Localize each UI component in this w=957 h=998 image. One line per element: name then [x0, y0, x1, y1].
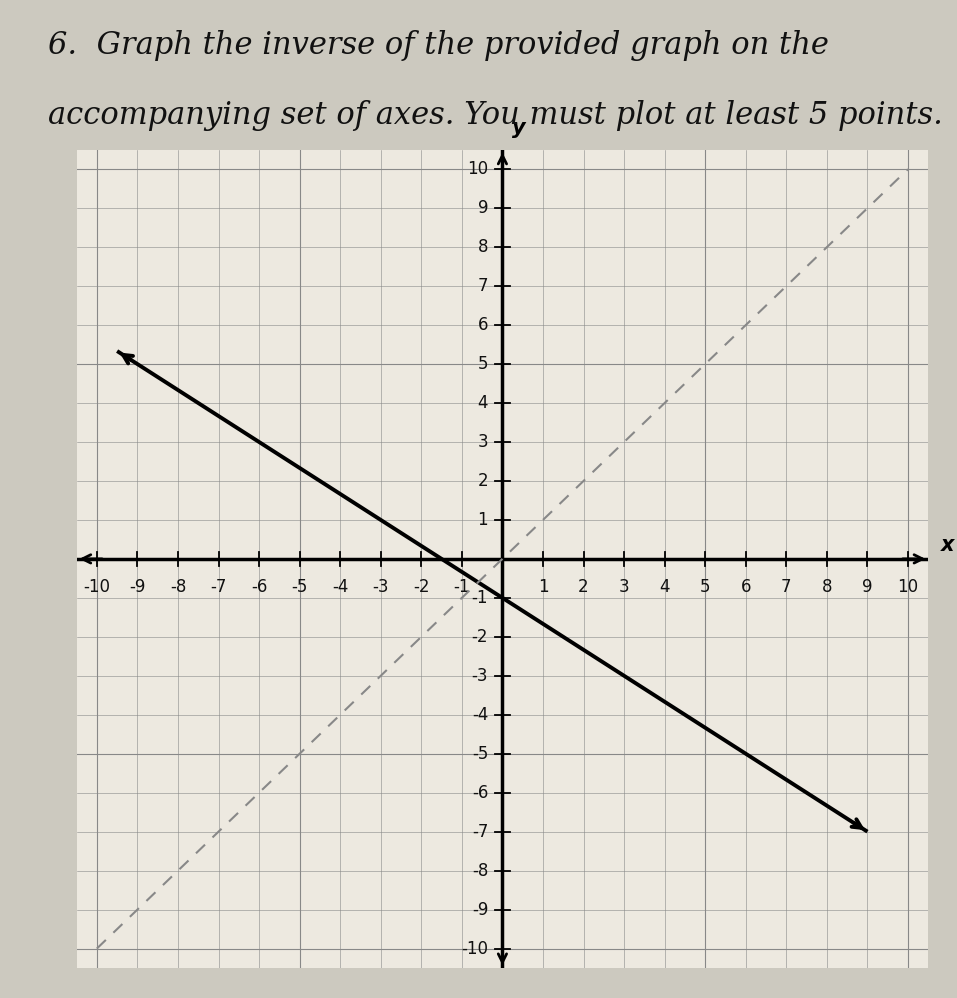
Text: -10: -10 — [461, 939, 488, 957]
Text: -9: -9 — [472, 900, 488, 918]
Text: -4: -4 — [472, 706, 488, 724]
Text: -4: -4 — [332, 579, 348, 597]
Text: 2: 2 — [578, 579, 589, 597]
Text: -3: -3 — [472, 667, 488, 685]
Text: 7: 7 — [478, 277, 488, 295]
Text: -2: -2 — [413, 579, 430, 597]
Text: 6: 6 — [478, 316, 488, 334]
Text: -6: -6 — [472, 783, 488, 801]
Text: 7: 7 — [781, 579, 791, 597]
Text: 4: 4 — [478, 394, 488, 412]
Text: 8: 8 — [478, 239, 488, 256]
Text: y: y — [512, 118, 525, 138]
Text: 4: 4 — [659, 579, 670, 597]
Text: 3: 3 — [478, 433, 488, 451]
Text: 8: 8 — [822, 579, 833, 597]
Text: 10: 10 — [467, 161, 488, 179]
Text: 5: 5 — [700, 579, 710, 597]
Text: -7: -7 — [211, 579, 227, 597]
Text: 6.  Graph the inverse of the provided graph on the: 6. Graph the inverse of the provided gra… — [48, 30, 829, 61]
Text: -3: -3 — [372, 579, 389, 597]
Text: -7: -7 — [472, 822, 488, 840]
Text: 1: 1 — [538, 579, 548, 597]
Text: -2: -2 — [472, 628, 488, 646]
Text: 3: 3 — [619, 579, 630, 597]
Text: -6: -6 — [251, 579, 267, 597]
Text: -10: -10 — [83, 579, 110, 597]
Text: x: x — [941, 535, 954, 555]
Text: 6: 6 — [741, 579, 751, 597]
Text: -1: -1 — [454, 579, 470, 597]
Text: 1: 1 — [478, 511, 488, 529]
Text: 2: 2 — [478, 472, 488, 490]
Text: -9: -9 — [129, 579, 145, 597]
Text: -8: -8 — [169, 579, 187, 597]
Text: 10: 10 — [898, 579, 919, 597]
Text: -5: -5 — [472, 745, 488, 762]
Text: -1: -1 — [472, 589, 488, 607]
Text: 9: 9 — [478, 200, 488, 218]
Text: accompanying set of axes. You must plot at least 5 points.: accompanying set of axes. You must plot … — [48, 100, 943, 131]
Text: 5: 5 — [478, 355, 488, 373]
Text: -5: -5 — [292, 579, 308, 597]
Text: 9: 9 — [862, 579, 873, 597]
Text: -8: -8 — [472, 861, 488, 879]
